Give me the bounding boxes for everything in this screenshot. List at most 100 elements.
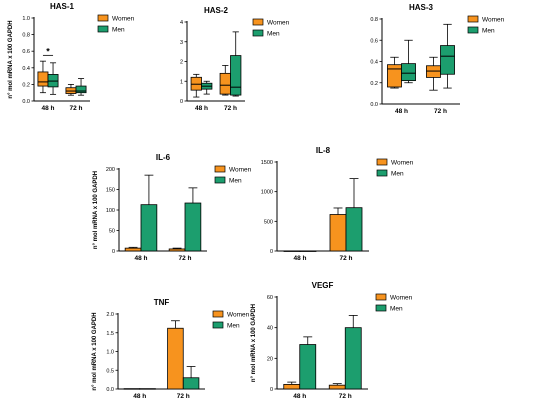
y-tick-label: 0.4 (370, 60, 378, 66)
legend-swatch-men (214, 176, 226, 184)
panel-title: HAS-3 (409, 3, 434, 12)
y-tick-label: 0 (112, 249, 115, 255)
y-tick-label: 100 (106, 208, 115, 214)
bar-women (283, 250, 301, 252)
x-category-label: 72 h (339, 255, 352, 262)
bar-men (184, 202, 202, 252)
y-tick-label: 1.0 (106, 350, 114, 356)
y-tick-label: 200 (106, 167, 115, 173)
panel-title: HAS-1 (50, 2, 75, 11)
y-tick-label: 0.6 (22, 49, 30, 55)
panel-title: TNF (154, 298, 170, 307)
panel-has-1: HAS-1 0.0 0.2 0.4 0.6 0.8 1.0 n° mol mRNA x 100… (8, 2, 135, 112)
y-tick-label: 0.8 (370, 17, 378, 23)
legend-label-women: Women (482, 17, 505, 24)
legend-swatch-men (376, 169, 388, 177)
legend-label-men: Men (390, 306, 403, 313)
x-category-label: 48 h (395, 108, 408, 115)
x-category-label: 72 h (434, 108, 447, 115)
y-axis-label: n° mol mRNA x 100 GAPDH (8, 20, 14, 98)
panel-title: IL-6 (156, 153, 171, 162)
legend-label-men: Men (112, 27, 125, 34)
y-tick-label: 150 (106, 188, 115, 194)
panel-vegf: VEGF 0 20 40 60 n° mol mRNA x 100 GAPDH 48 h 72… (251, 281, 413, 400)
y-tick-label: 20 (267, 356, 273, 362)
y-tick-label: 4 (180, 20, 183, 26)
y-tick-label: 0.0 (370, 102, 378, 108)
panel-il-6: IL-6 0 50 100 150 200 n° mol mRNA x 100 GAPDH 4… (93, 153, 252, 262)
bar-women (167, 327, 184, 390)
y-tick-label: 40 (267, 326, 273, 332)
x-category-label: 72 h (339, 393, 352, 400)
y-tick-label: 2.0 (106, 312, 114, 318)
bar-men (345, 207, 363, 252)
y-tick-label: 0 (180, 99, 183, 105)
panel-tnf: TNF 0.0 0.5 1.0 1.5 2.0 n° mol mRNA x 100 GAPD… (92, 298, 250, 400)
y-axis-label: n° mol mRNA x 100 GAPDH (93, 171, 99, 249)
box-women (387, 64, 402, 88)
x-category-label: 48 h (293, 255, 306, 262)
legend-swatch-women (252, 18, 264, 26)
y-tick-label: 0 (270, 387, 273, 393)
y-tick-label: 1.5 (106, 331, 114, 337)
x-category-label: 48 h (133, 393, 146, 400)
legend-label-women: Women (267, 20, 290, 27)
y-tick-label: 500 (264, 219, 273, 225)
bar-men (299, 250, 317, 252)
box-men (75, 85, 87, 94)
x-category-label: 72 h (177, 393, 190, 400)
legend-swatch-women (212, 310, 224, 318)
legend-label-women: Women (227, 312, 250, 319)
y-tick-label: 0.0 (106, 387, 114, 393)
panel-title: HAS-2 (204, 6, 229, 15)
y-tick-label: 1 (180, 79, 183, 85)
y-tick-label: 60 (267, 295, 273, 301)
legend-label-men: Men (227, 323, 240, 330)
significance-marker: * (46, 46, 50, 56)
legend-label-men: Men (267, 31, 280, 38)
y-tick-label: 0.0 (22, 99, 30, 105)
legend-swatch-men (375, 304, 387, 312)
bar-women (329, 214, 347, 252)
y-tick-label: 0.8 (22, 33, 30, 39)
bar-men (140, 204, 158, 252)
y-tick-label: 0 (270, 249, 273, 255)
bar-men (182, 377, 200, 390)
legend-swatch-men (467, 26, 479, 34)
bar-women (168, 248, 186, 252)
y-tick-label: 2 (180, 60, 183, 66)
panel-has-3: HAS-3 0.0 0.2 0.4 0.6 0.8 48 h 72 h Women Men (370, 3, 504, 115)
y-tick-label: 0.2 (370, 81, 378, 87)
bar-men (139, 388, 156, 390)
y-tick-label: 1500 (261, 160, 273, 166)
legend-swatch-women (214, 165, 226, 173)
y-tick-label: 0.2 (22, 82, 30, 88)
legend-label-men: Men (229, 178, 242, 185)
legend-swatch-women (376, 158, 388, 166)
box-women (37, 71, 49, 87)
legend-label-women: Women (112, 16, 135, 23)
legend-label-men: Men (391, 171, 404, 178)
box-men (401, 63, 416, 82)
x-category-label: 72 h (178, 255, 191, 262)
x-category-label: 48 h (195, 105, 208, 112)
legend-swatch-women (375, 293, 387, 301)
y-tick-label: 1.0 (22, 16, 30, 22)
legend-swatch-men (252, 29, 264, 37)
bar-women (124, 247, 142, 252)
x-category-label: 48 h (41, 105, 54, 112)
panel-has-2: HAS-2 0 1 2 3 4 48 h 72 h Women Men (180, 6, 290, 112)
x-category-label: 48 h (134, 255, 147, 262)
y-axis-label: n° mol mRNA x 100 GAPDH (92, 312, 98, 390)
x-category-label: 72 h (69, 105, 82, 112)
legend-label-women: Women (391, 160, 414, 167)
bar-men (344, 327, 362, 390)
x-category-label: 72 h (224, 105, 237, 112)
y-tick-label: 0.5 (106, 368, 114, 374)
box-women (426, 65, 441, 78)
legend-swatch-men (212, 321, 224, 329)
legend-swatch-women (97, 14, 109, 22)
box-women (219, 72, 231, 95)
panel-title: VEGF (312, 281, 334, 290)
